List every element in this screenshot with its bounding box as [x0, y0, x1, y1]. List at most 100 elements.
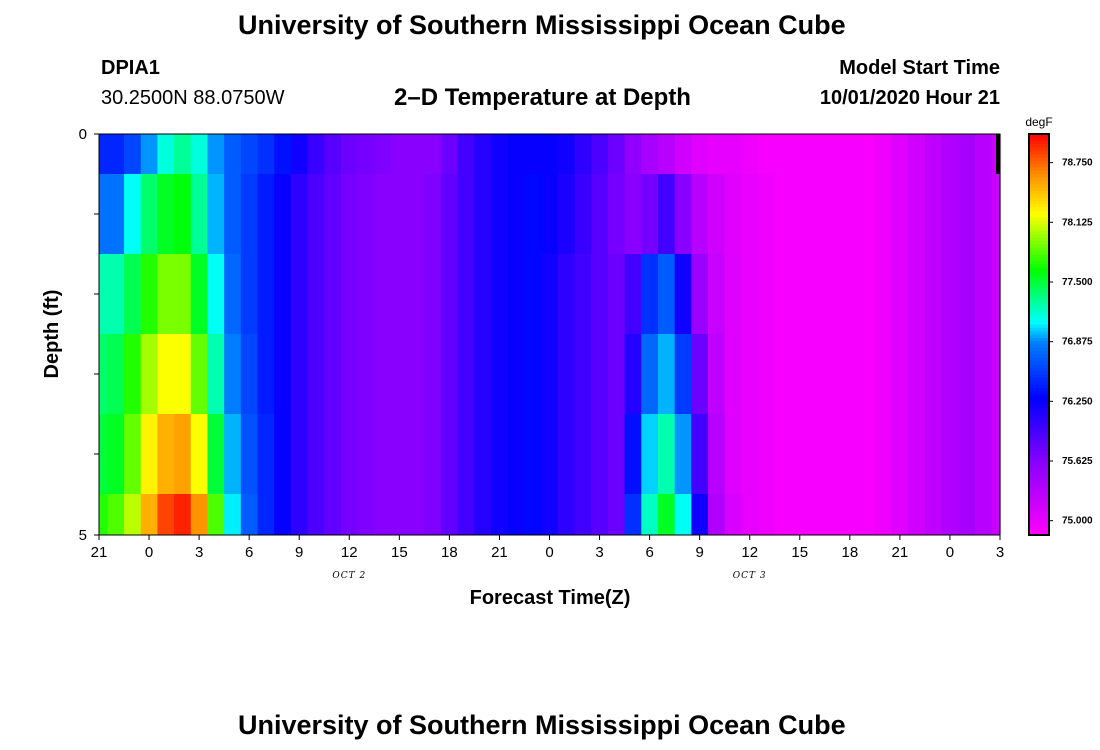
- heatmap-cell: [124, 254, 141, 334]
- heatmap-cell: [441, 134, 458, 174]
- heatmap-cell: [558, 134, 575, 174]
- heatmap-cell: [625, 414, 642, 494]
- heatmap-cell: [224, 494, 241, 535]
- colorbar-tick-label: 76.875: [1062, 337, 1093, 348]
- heatmap-cell: [358, 334, 375, 414]
- heatmap-cell: [892, 174, 909, 254]
- heatmap-cell: [341, 494, 358, 535]
- heatmap-cell: [841, 254, 858, 334]
- x-tick-label: 9: [695, 544, 703, 561]
- heatmap-cell: [608, 414, 625, 494]
- heatmap-cell: [207, 174, 224, 254]
- heatmap-cell: [408, 174, 425, 254]
- x-tick-label: 0: [145, 544, 153, 561]
- heatmap-cell: [541, 494, 558, 535]
- heatmap-cell: [975, 134, 992, 174]
- heatmap-cell: [107, 334, 124, 414]
- colorbar-segment: [1029, 224, 1049, 228]
- heatmap-cell: [191, 254, 208, 334]
- heatmap-cell: [291, 254, 308, 334]
- x-axis: 21 0 3 6 9 12 15 18 21 0 3 6 9 12 15 18 21 0 3OCT 2 OCT 3: [91, 535, 1005, 581]
- colorbar: degF75.00075.62576.25076.87577.50078.125…: [1025, 115, 1093, 536]
- x-tick-label: 0: [545, 544, 553, 561]
- x-tick-label: 18: [441, 544, 458, 561]
- colorbar-segment: [1029, 522, 1049, 526]
- heatmap-cell: [908, 334, 925, 414]
- heatmap-cell: [141, 134, 158, 174]
- heatmap-cell: [675, 494, 692, 535]
- heatmap-cell: [308, 254, 325, 334]
- x-tick-label: 3: [595, 544, 603, 561]
- heatmap-cell: [658, 254, 675, 334]
- heatmap-cell: [691, 134, 708, 174]
- heatmap-cell: [875, 494, 892, 535]
- colorbar-segment: [1029, 421, 1049, 425]
- heatmap-cell: [908, 414, 925, 494]
- heatmap-cell: [207, 414, 224, 494]
- y-axis-label: Depth (ft): [41, 290, 63, 379]
- heatmap-cell: [958, 134, 975, 174]
- heatmap-cell: [458, 414, 475, 494]
- colorbar-segment: [1029, 181, 1049, 185]
- heatmap-cell: [858, 134, 875, 174]
- heatmap-cell: [141, 414, 158, 494]
- heatmap-cell: [107, 414, 124, 494]
- x-tick-label: 6: [645, 544, 653, 561]
- heatmap-cell: [942, 174, 959, 254]
- heatmap-cell: [641, 414, 658, 494]
- heatmap-cell: [258, 174, 275, 254]
- heatmap-cell: [458, 174, 475, 254]
- heatmap-cell: [625, 254, 642, 334]
- colorbar-segment: [1029, 445, 1049, 449]
- heatmap-cell: [241, 134, 258, 174]
- heatmap-cell: [875, 334, 892, 414]
- heatmap-cell: [358, 414, 375, 494]
- colorbar-tick-label: 78.125: [1062, 217, 1093, 228]
- heatmap-cell: [575, 254, 592, 334]
- heatmap-cell: [925, 134, 942, 174]
- heatmap-cell: [141, 174, 158, 254]
- heatmap-cell: [775, 134, 792, 174]
- heatmap-cell: [524, 134, 541, 174]
- heatmap-cell: [391, 174, 408, 254]
- heatmap-cell: [541, 134, 558, 174]
- heatmap-cell: [942, 334, 959, 414]
- heatmap-cell: [541, 174, 558, 254]
- heatmap-cell: [141, 494, 158, 535]
- heatmap-cell: [491, 414, 508, 494]
- heatmap-cell: [258, 134, 275, 174]
- heatmap-cell: [558, 254, 575, 334]
- colorbar-tick-label: 75.625: [1062, 456, 1093, 467]
- x-tick-label: 12: [741, 544, 758, 561]
- heatmap-cell: [858, 414, 875, 494]
- heatmap-cell: [224, 174, 241, 254]
- heatmap-cell: [341, 174, 358, 254]
- heatmap-cell: [391, 334, 408, 414]
- heatmap-cell: [992, 174, 1001, 254]
- heatmap-cell: [541, 254, 558, 334]
- heatmap-cell: [308, 134, 325, 174]
- heatmap-cell: [258, 254, 275, 334]
- colorbar-segment: [1029, 401, 1049, 405]
- heatmap-cell: [741, 414, 758, 494]
- heatmap-cell: [374, 414, 391, 494]
- heatmap-cell: [241, 494, 258, 535]
- current-time-marker: [996, 134, 1000, 174]
- heatmap-cell: [241, 174, 258, 254]
- heatmap-cell: [508, 174, 525, 254]
- heatmap-cell: [791, 414, 808, 494]
- heatmap-cell: [608, 254, 625, 334]
- heatmap-cells: [99, 134, 1001, 535]
- heatmap-cell: [324, 174, 341, 254]
- heatmap-cell: [341, 414, 358, 494]
- heatmap-cell: [207, 494, 224, 535]
- x-tick-label: 18: [841, 544, 858, 561]
- heatmap-cell: [274, 134, 291, 174]
- heatmap-cell: [758, 334, 775, 414]
- heatmap-cell: [775, 174, 792, 254]
- heatmap-cell: [691, 174, 708, 254]
- heatmap-cell: [691, 334, 708, 414]
- colorbar-tick-label: 77.500: [1062, 277, 1093, 288]
- heatmap-cell: [658, 134, 675, 174]
- x-tick-label: 12: [341, 544, 358, 561]
